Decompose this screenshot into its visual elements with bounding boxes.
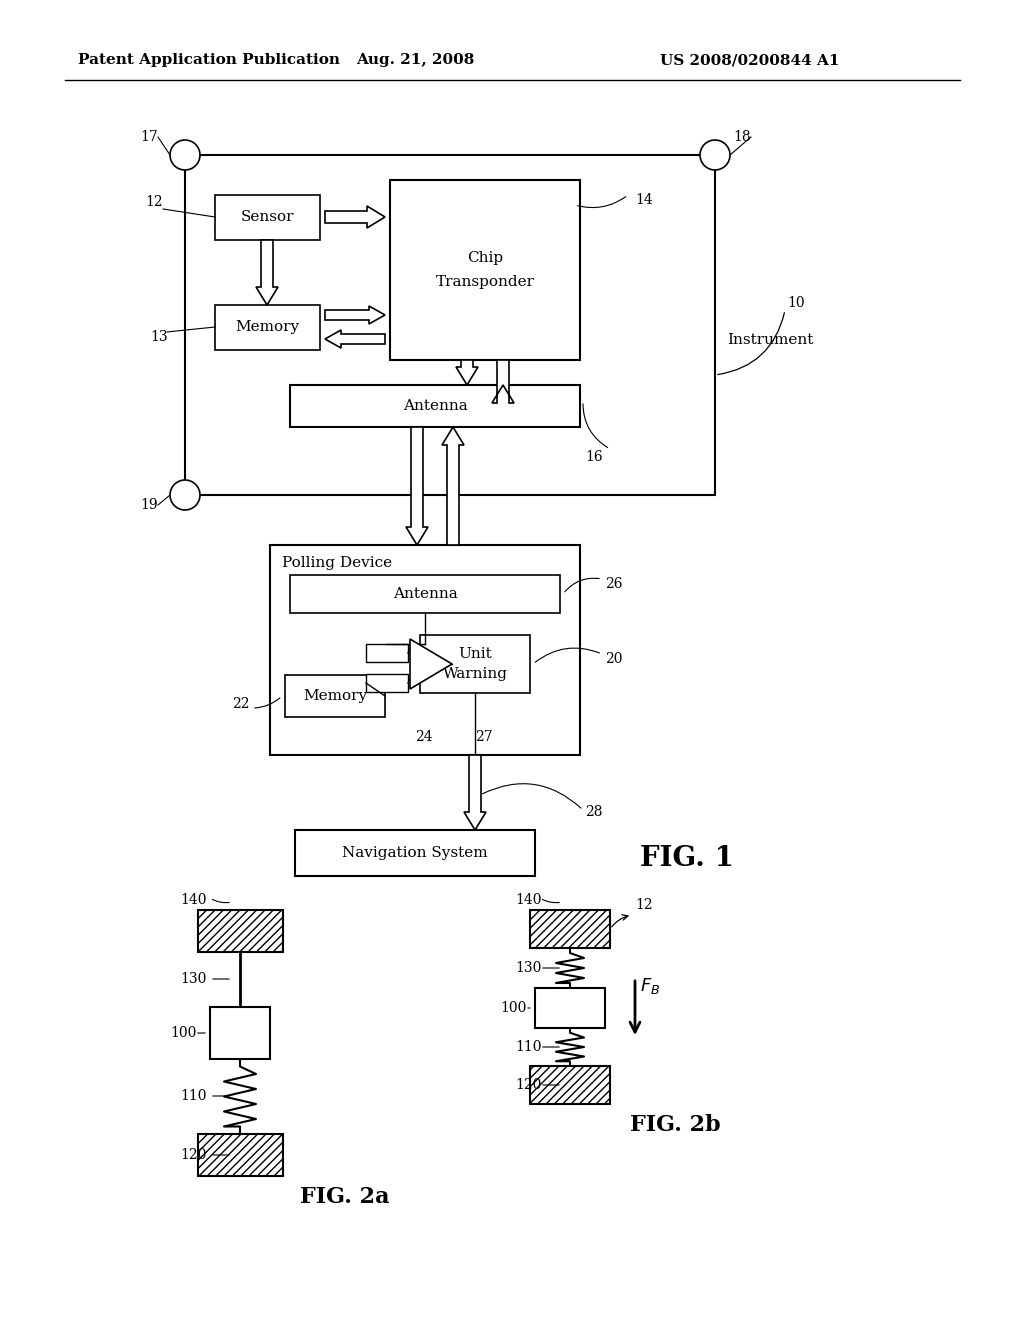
FancyBboxPatch shape (198, 1134, 283, 1176)
FancyBboxPatch shape (290, 385, 580, 426)
FancyBboxPatch shape (420, 635, 530, 693)
FancyBboxPatch shape (285, 675, 385, 717)
FancyBboxPatch shape (215, 305, 319, 350)
Text: 22: 22 (232, 697, 250, 711)
Polygon shape (492, 360, 514, 403)
FancyBboxPatch shape (390, 180, 580, 360)
Text: Warning: Warning (442, 667, 508, 681)
FancyBboxPatch shape (210, 1007, 270, 1059)
Text: 12: 12 (635, 898, 652, 912)
Text: 130: 130 (515, 961, 542, 975)
Text: 120: 120 (180, 1148, 207, 1162)
Text: US 2008/0200844 A1: US 2008/0200844 A1 (660, 53, 840, 67)
Polygon shape (456, 360, 478, 385)
Text: $F_B$: $F_B$ (640, 975, 660, 997)
Text: 13: 13 (150, 330, 168, 345)
Text: Transponder: Transponder (435, 275, 535, 289)
Text: 20: 20 (605, 652, 623, 667)
Text: FIG. 2b: FIG. 2b (630, 1114, 721, 1137)
Text: 100: 100 (170, 1026, 197, 1040)
Text: 28: 28 (585, 805, 602, 818)
Text: Antenna: Antenna (392, 587, 458, 601)
Text: 17: 17 (140, 129, 158, 144)
FancyBboxPatch shape (270, 545, 580, 755)
Polygon shape (325, 306, 385, 323)
Text: 110: 110 (180, 1089, 207, 1104)
Text: Unit: Unit (458, 647, 492, 661)
Text: Polling Device: Polling Device (282, 556, 392, 570)
FancyBboxPatch shape (215, 195, 319, 240)
Text: Sensor: Sensor (241, 210, 294, 224)
Text: Navigation System: Navigation System (342, 846, 487, 861)
Polygon shape (410, 639, 452, 689)
Text: 26: 26 (605, 577, 623, 591)
Circle shape (700, 140, 730, 170)
Text: 24: 24 (415, 730, 432, 744)
Text: Memory: Memory (234, 319, 299, 334)
Text: FIG. 2a: FIG. 2a (300, 1185, 389, 1208)
FancyBboxPatch shape (530, 1067, 610, 1104)
Polygon shape (325, 206, 385, 228)
Text: Chip: Chip (467, 251, 503, 265)
Text: 12: 12 (145, 195, 163, 209)
Text: Patent Application Publication: Patent Application Publication (78, 53, 340, 67)
Text: Aug. 21, 2008: Aug. 21, 2008 (355, 53, 474, 67)
Polygon shape (256, 240, 278, 305)
FancyBboxPatch shape (198, 909, 283, 952)
Circle shape (170, 140, 200, 170)
FancyBboxPatch shape (290, 576, 560, 612)
FancyBboxPatch shape (530, 909, 610, 948)
Text: 130: 130 (180, 972, 207, 986)
FancyBboxPatch shape (535, 987, 605, 1028)
Text: 18: 18 (733, 129, 751, 144)
Polygon shape (406, 426, 428, 545)
Text: 16: 16 (585, 450, 603, 465)
Text: 19: 19 (140, 498, 158, 512)
Text: Memory: Memory (303, 689, 367, 704)
Text: 100: 100 (500, 1001, 526, 1015)
Circle shape (170, 480, 200, 510)
Text: 120: 120 (515, 1078, 542, 1092)
Polygon shape (325, 330, 385, 348)
Text: 14: 14 (635, 193, 652, 207)
Text: FIG. 1: FIG. 1 (640, 845, 734, 871)
Text: Antenna: Antenna (402, 399, 467, 413)
Text: 110: 110 (515, 1040, 542, 1053)
Text: 140: 140 (180, 894, 207, 907)
Text: 10: 10 (787, 296, 805, 310)
FancyBboxPatch shape (185, 154, 715, 495)
Polygon shape (464, 755, 486, 830)
Text: Instrument: Instrument (727, 333, 813, 347)
Polygon shape (442, 426, 464, 545)
Text: 27: 27 (475, 730, 493, 744)
FancyBboxPatch shape (366, 675, 408, 692)
FancyBboxPatch shape (295, 830, 535, 876)
FancyBboxPatch shape (366, 644, 408, 663)
Text: 140: 140 (515, 894, 542, 907)
